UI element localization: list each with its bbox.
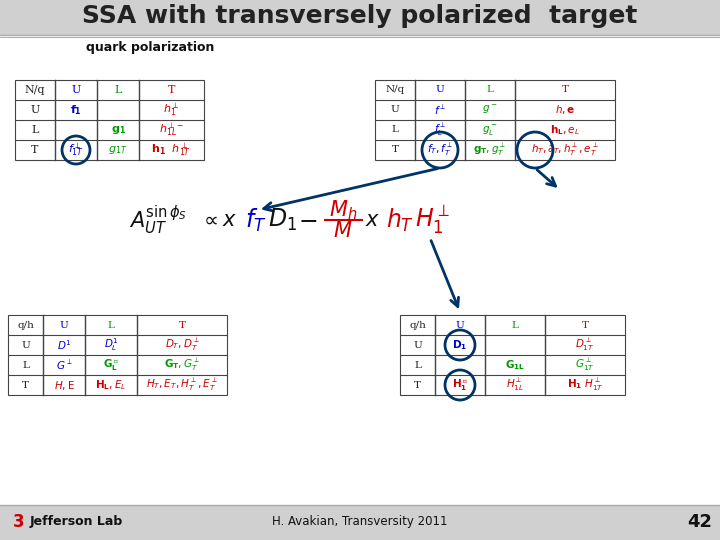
- Text: $f_T$: $f_T$: [246, 206, 266, 234]
- Text: U: U: [436, 85, 444, 94]
- Text: $D_1$: $D_1$: [269, 207, 297, 233]
- Text: $\mathbf{f_1}$: $\mathbf{f_1}$: [70, 103, 82, 117]
- Text: H. Avakian, Transversity 2011: H. Avakian, Transversity 2011: [272, 516, 448, 529]
- Bar: [15, 80, 204, 160]
- Text: $h,\mathbf{e}$: $h,\mathbf{e}$: [555, 104, 575, 117]
- Bar: [0, 35, 720, 505]
- Text: N/q: N/q: [385, 85, 405, 94]
- Text: T: T: [179, 321, 186, 329]
- Text: N/q: N/q: [24, 85, 45, 95]
- Text: $M$: $M$: [333, 221, 353, 241]
- Text: $\mathbf{g_1}$: $\mathbf{g_1}$: [111, 124, 125, 136]
- Text: $\mathbf{G_L^\perp}$: $\mathbf{G_L^\perp}$: [103, 357, 119, 373]
- Text: U: U: [71, 85, 81, 95]
- Text: $H_T,E_T,H_T^\perp,E_T^\perp$: $H_T,E_T,H_T^\perp,E_T^\perp$: [146, 377, 218, 393]
- Text: $G^\perp$: $G^\perp$: [55, 359, 73, 372]
- Text: $H,\mathrm{E}$: $H,\mathrm{E}$: [53, 379, 74, 392]
- Text: L: L: [107, 321, 114, 329]
- Text: $D_{1T}^\perp$: $D_{1T}^\perp$: [575, 337, 595, 353]
- Text: $x$: $x$: [366, 211, 381, 229]
- Text: $h_T,\partial_T,h_T^\perp,e_T^\perp$: $h_T,\partial_T,h_T^\perp,e_T^\perp$: [531, 142, 599, 158]
- Text: U: U: [413, 341, 422, 349]
- Text: SSA with transversely polarized  target: SSA with transversely polarized target: [82, 4, 638, 28]
- Text: L: L: [392, 125, 398, 134]
- Text: T: T: [168, 85, 175, 95]
- Text: $\mathbf{G_{1L}}$: $\mathbf{G_{1L}}$: [505, 358, 525, 372]
- Text: $f_{1T}^\perp$: $f_{1T}^\perp$: [68, 141, 84, 158]
- Text: $D^1$: $D^1$: [57, 338, 71, 352]
- Text: U: U: [60, 321, 68, 329]
- Text: $g_L^-$: $g_L^-$: [482, 123, 498, 137]
- Text: $g_{1T}$: $g_{1T}$: [109, 144, 127, 156]
- Text: $\mathbf{h_L},e_L$: $\mathbf{h_L},e_L$: [550, 123, 580, 137]
- Text: $-$: $-$: [298, 208, 318, 232]
- Text: $A_{UT}^{\sin\phi_S}$: $A_{UT}^{\sin\phi_S}$: [129, 203, 187, 237]
- Text: $\mathbf{G_T},G_T^\perp$: $\mathbf{G_T},G_T^\perp$: [164, 357, 200, 373]
- Text: $M_h$: $M_h$: [329, 198, 357, 222]
- Text: U: U: [30, 105, 40, 115]
- Text: L: L: [487, 85, 493, 94]
- Text: quark polarization: quark polarization: [86, 40, 214, 53]
- Text: L: L: [114, 85, 122, 95]
- Text: $h_{1L}^{\perp-}$: $h_{1L}^{\perp-}$: [159, 122, 184, 138]
- Text: $h_1^\perp$: $h_1^\perp$: [163, 102, 179, 118]
- Bar: [0, 0, 720, 35]
- Bar: [8, 315, 227, 395]
- Text: U: U: [391, 105, 400, 114]
- Text: $\mathbf{H_1^\perp}$: $\mathbf{H_1^\perp}$: [452, 377, 468, 393]
- Bar: [400, 315, 625, 395]
- Text: $x$: $x$: [222, 211, 238, 229]
- Bar: [0, 505, 720, 540]
- Text: 42: 42: [688, 513, 713, 531]
- Text: $\mathbf{h_1}\ \ h_{1T}^\perp$: $\mathbf{h_1}\ \ h_{1T}^\perp$: [151, 141, 192, 158]
- Text: $D_T, D_T^\perp$: $D_T, D_T^\perp$: [165, 337, 199, 353]
- Text: $f_T,f_T^\perp$: $f_T,f_T^\perp$: [427, 142, 453, 158]
- Text: q/h: q/h: [409, 321, 426, 329]
- Text: $G_{1T}^\perp$: $G_{1T}^\perp$: [575, 357, 595, 373]
- Text: $\mathbf{3}$: $\mathbf{3}$: [12, 513, 24, 531]
- Text: T: T: [414, 381, 421, 389]
- Text: $\mathbf{D_1}$: $\mathbf{D_1}$: [452, 338, 467, 352]
- Text: U: U: [456, 321, 464, 329]
- Text: $g^-$: $g^-$: [482, 104, 498, 117]
- Text: $H_{1L}^\perp$: $H_{1L}^\perp$: [506, 377, 524, 393]
- Text: L: L: [512, 321, 518, 329]
- Text: $\propto$: $\propto$: [199, 211, 217, 229]
- Text: $\mathbf{H_1}\ H_{1T}^\perp$: $\mathbf{H_1}\ H_{1T}^\perp$: [567, 377, 603, 393]
- Text: T: T: [582, 321, 588, 329]
- Text: T: T: [31, 145, 39, 155]
- Text: $f_L^\perp$: $f_L^\perp$: [433, 122, 446, 138]
- Text: U: U: [21, 341, 30, 349]
- Text: L: L: [414, 361, 421, 369]
- Text: $H_1^\perp$: $H_1^\perp$: [415, 204, 451, 236]
- Text: $f^\perp$: $f^\perp$: [433, 104, 446, 117]
- Text: $\mathbf{H_L},E_L$: $\mathbf{H_L},E_L$: [96, 378, 127, 392]
- Text: $\mathbf{g_T},g_T^\perp$: $\mathbf{g_T},g_T^\perp$: [473, 142, 507, 158]
- Text: T: T: [562, 85, 569, 94]
- Bar: [375, 80, 615, 160]
- Text: $h_T$: $h_T$: [386, 206, 414, 234]
- Text: Jefferson Lab: Jefferson Lab: [30, 516, 123, 529]
- Text: L: L: [31, 125, 39, 135]
- Text: L: L: [22, 361, 29, 369]
- Text: q/h: q/h: [17, 321, 34, 329]
- Text: $D_L^1$: $D_L^1$: [104, 336, 118, 353]
- Text: T: T: [392, 145, 398, 154]
- Text: T: T: [22, 381, 29, 389]
